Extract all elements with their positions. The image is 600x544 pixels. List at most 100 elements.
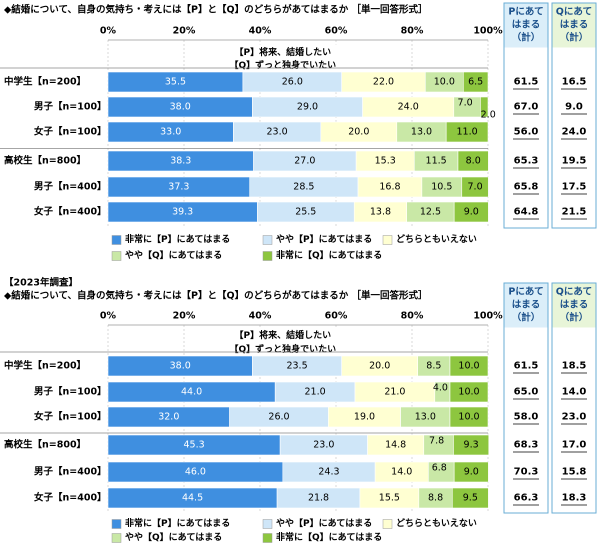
statement-q: 【Q】ずっと独身でいたい [229, 59, 336, 71]
summary-q-value: 17.5 [562, 182, 587, 193]
summary-q-header: Qにあて [556, 286, 592, 298]
summary-p-value: 67.0 [514, 102, 539, 113]
data-label: 28.5 [293, 182, 314, 193]
summary-q-header-bg [552, 283, 596, 328]
legend-swatch [382, 519, 393, 529]
data-label: 20.0 [348, 127, 369, 138]
category-label: 女子【n=100】 [34, 126, 107, 138]
legend-label: 非常に【Q】にあてはまる [276, 531, 382, 543]
category-label: 女子【n=100】 [34, 411, 107, 423]
category-label: 女子【n=400】 [34, 492, 107, 504]
data-label: 20.0 [369, 361, 390, 372]
category-label: 男子【n=400】 [34, 466, 107, 478]
legend-label: やや【Q】にあてはまる [125, 532, 222, 543]
legend-label: どちらともいえない [396, 233, 477, 245]
summary-q-header: はまる [560, 299, 589, 311]
data-label: 24.0 [398, 102, 419, 113]
data-label: 15.3 [375, 156, 396, 167]
data-label: 16.8 [379, 182, 400, 193]
legend-swatch [382, 235, 393, 245]
data-label: 13.0 [411, 127, 432, 138]
x-tick-label: 0% [100, 311, 117, 322]
data-label: 27.0 [294, 156, 315, 167]
data-label: 23.5 [286, 361, 307, 372]
data-label: 44.0 [181, 387, 202, 398]
x-tick-label: 100% [473, 26, 503, 37]
summary-q-value: 24.0 [562, 127, 587, 138]
chart-title: ◆結婚について、自身の気持ち・考えには【P】と【Q】のどちらがあてはまるか ［単… [4, 4, 428, 16]
legend-label: 非常に【P】にあてはまる [125, 517, 230, 529]
summary-q-header: Qにあて [556, 6, 592, 18]
summary-p-header-bg [504, 283, 548, 328]
bar-segment [449, 355, 489, 377]
summary-p-header: はまる [512, 19, 541, 31]
x-tick-label: 0% [100, 26, 117, 37]
bar-segment [449, 406, 489, 428]
summary-p-header: Pにあて [508, 286, 543, 298]
summary-p-value: 65.8 [514, 182, 539, 193]
bar-segment [449, 381, 489, 403]
statement-box [213, 44, 352, 75]
data-label: 12.5 [420, 207, 441, 218]
bar-segment [445, 121, 489, 143]
summary-p-value: 56.0 [514, 127, 539, 138]
statement-box [213, 327, 352, 359]
summary-q-value: 19.5 [562, 156, 587, 167]
category-label: 高校生【n=800】 [4, 439, 86, 451]
data-label: 14.0 [391, 467, 412, 478]
legend-swatch [262, 519, 273, 529]
summary-q-value: 9.0 [565, 102, 583, 113]
summary-q-value: 18.5 [562, 361, 587, 372]
summary-p-value: 64.8 [514, 207, 539, 218]
data-label: 21.0 [384, 387, 405, 398]
category-label: 男子【n=100】 [34, 386, 107, 398]
data-label: 37.3 [168, 182, 189, 193]
summary-p-value: 66.3 [514, 493, 539, 504]
x-tick-label: 60% [325, 311, 348, 322]
data-label: 26.0 [282, 77, 303, 88]
legend-label: やや【P】にあてはまる [276, 234, 372, 245]
section-label: 【2023年調査】 [4, 277, 78, 289]
bar-segment [480, 96, 489, 118]
data-label: 21.8 [308, 493, 329, 504]
summary-p-value: 70.3 [514, 467, 539, 478]
data-label: 21.0 [305, 387, 326, 398]
data-label: 6.5 [468, 77, 483, 88]
data-label: 7.0 [468, 182, 483, 193]
data-label: 19.0 [354, 412, 375, 423]
x-tick-label: 20% [173, 26, 196, 37]
legend-label: 非常に【P】にあてはまる [125, 233, 230, 245]
data-label: 10.0 [434, 77, 455, 88]
data-label: 46.0 [185, 467, 206, 478]
data-label: 9.5 [463, 493, 478, 504]
data-label: 8.0 [466, 156, 481, 167]
category-label: 中学生【n=200】 [4, 76, 86, 88]
data-label: 23.0 [267, 127, 288, 138]
summary-p-header: （計） [512, 32, 541, 44]
data-label: 11.0 [457, 127, 478, 138]
legend-swatch [111, 519, 122, 529]
data-label: 24.3 [318, 467, 339, 478]
summary-q-value: 17.0 [562, 440, 587, 451]
data-label: 6.8 [432, 463, 447, 474]
legend-swatch [262, 235, 273, 245]
summary-q-header: はまる [560, 19, 589, 31]
category-label: 高校生【n=800】 [4, 155, 86, 167]
bar-segment [462, 71, 489, 93]
data-label: 25.5 [295, 207, 316, 218]
data-label: 15.5 [379, 493, 400, 504]
legend-label: やや【P】にあてはまる [276, 518, 372, 529]
data-label: 9.0 [464, 467, 479, 478]
data-label: 23.0 [313, 440, 334, 451]
data-label: 8.5 [426, 361, 441, 372]
data-label: 14.8 [385, 440, 406, 451]
x-tick-label: 40% [249, 311, 272, 322]
data-label: 9.0 [464, 207, 479, 218]
x-tick-label: 40% [249, 26, 272, 37]
data-label: 4.0 [433, 383, 448, 394]
data-label: 29.0 [297, 102, 318, 113]
summary-q-value: 14.0 [562, 387, 587, 398]
statement-p: 【P】将来、結婚したい [234, 46, 331, 58]
summary-q-header: （計） [560, 32, 589, 44]
